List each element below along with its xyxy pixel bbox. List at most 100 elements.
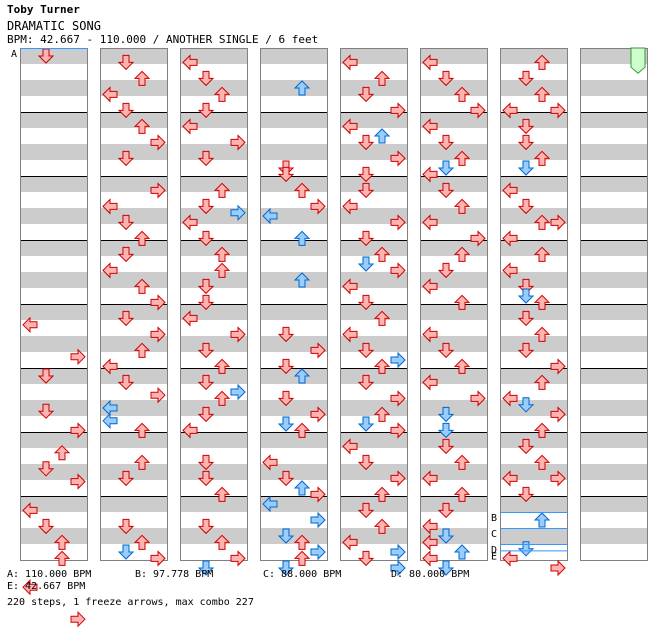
note-arrow-left	[422, 518, 438, 535]
note-arrow-down	[117, 518, 135, 535]
note-arrow-up	[533, 86, 551, 102]
note-arrow-down	[277, 560, 295, 576]
note-arrow-right	[70, 473, 86, 490]
note-arrow-down	[517, 438, 535, 455]
note-arrow-right	[550, 214, 566, 231]
note-arrow-up	[533, 512, 551, 528]
note-arrow-down	[197, 102, 215, 119]
note-arrow-down	[517, 310, 535, 327]
note-arrow-down	[37, 368, 55, 384]
note-arrow-up	[453, 486, 471, 502]
note-arrow-left	[422, 534, 438, 551]
note-arrow-left	[502, 262, 518, 279]
note-arrow-right	[470, 102, 486, 119]
note-arrow-down	[197, 470, 215, 487]
note-arrow-up	[213, 182, 231, 198]
note-arrow-up	[533, 422, 551, 438]
note-arrow-down	[37, 518, 55, 535]
note-arrow-left	[422, 118, 438, 135]
note-arrow-down	[517, 70, 535, 87]
note-arrow-left	[422, 326, 438, 343]
note-arrow-down	[117, 470, 135, 487]
note-arrow-down	[357, 502, 375, 519]
note-arrow-left	[102, 412, 118, 430]
note-arrow-up	[533, 246, 551, 262]
note-arrow-up	[373, 70, 391, 86]
note-arrow-down	[277, 416, 295, 432]
note-arrow-left	[422, 54, 438, 71]
note-arrow-down	[437, 70, 455, 87]
note-arrow-right	[310, 486, 326, 503]
note-arrow-left	[342, 278, 358, 295]
note-arrow-down	[277, 358, 295, 375]
note-arrow-left	[262, 495, 278, 513]
note-arrow-down	[437, 502, 455, 519]
note-arrow-up	[133, 70, 151, 86]
bpm-change-label: A	[11, 49, 17, 60]
bpm-change-label: B	[491, 513, 497, 524]
note-arrow-down	[357, 230, 375, 247]
note-arrow-up	[213, 246, 231, 262]
note-arrow-right	[310, 342, 326, 359]
note-arrow-right	[70, 348, 86, 366]
note-arrow-right	[310, 511, 326, 529]
note-arrow-down	[197, 198, 215, 215]
note-arrow-down	[357, 454, 375, 471]
note-arrow-down	[517, 160, 535, 176]
note-arrow-right	[150, 550, 166, 567]
note-arrow-up	[213, 486, 231, 502]
note-arrow-left	[502, 182, 518, 199]
note-arrow-right	[230, 204, 246, 222]
note-arrow-up	[53, 534, 71, 550]
note-arrow-left	[342, 198, 358, 215]
note-arrow-up	[373, 518, 391, 534]
note-arrow-up	[53, 445, 71, 461]
note-arrow-up	[293, 534, 311, 550]
note-arrow-left	[182, 214, 198, 231]
note-arrow-up	[453, 544, 471, 560]
note-arrow-left	[182, 54, 198, 71]
note-arrow-down	[357, 182, 375, 199]
note-arrow-down	[37, 403, 55, 419]
note-arrow-up	[213, 262, 231, 278]
note-arrow-down	[117, 246, 135, 263]
note-arrow-down	[197, 518, 215, 535]
note-arrow-down	[437, 342, 455, 359]
note-arrow-left	[502, 390, 518, 407]
note-arrow-up	[453, 150, 471, 166]
note-arrow-up	[293, 550, 311, 566]
note-arrow-right	[390, 150, 406, 167]
note-arrow-down	[357, 550, 375, 567]
bpm-change-label: E	[491, 551, 497, 562]
note-arrow-right	[390, 559, 406, 577]
note-arrow-up	[293, 272, 311, 288]
note-arrow-left	[422, 278, 438, 295]
bpm-legend-c: C: 88.000 BPM	[263, 569, 342, 580]
note-arrow-down	[197, 454, 215, 471]
note-arrow-up	[133, 230, 151, 246]
note-arrow-down	[517, 342, 535, 359]
note-arrow-left	[102, 262, 118, 279]
note-arrow-up	[293, 230, 311, 246]
note-arrow-left	[182, 118, 198, 135]
note-arrow-down	[117, 310, 135, 327]
note-arrow-right	[310, 406, 326, 423]
note-arrow-down	[117, 150, 135, 167]
note-arrow-right	[150, 386, 166, 404]
note-arrow-down	[117, 214, 135, 231]
note-arrow-up	[533, 294, 551, 310]
note-arrow-down	[37, 461, 55, 477]
note-arrow-down	[117, 54, 135, 71]
bpm-legend-b: B: 97.778 BPM	[135, 569, 214, 580]
note-arrow-up	[373, 128, 391, 144]
note-arrow-up	[533, 374, 551, 390]
note-arrow-right	[390, 351, 406, 369]
note-arrow-right	[390, 470, 406, 487]
note-arrow-down	[197, 342, 215, 359]
artist-name: Toby Turner	[7, 3, 80, 16]
note-arrow-right	[470, 230, 486, 247]
note-arrow-left	[22, 502, 38, 519]
song-title: DRAMATIC SONG	[7, 19, 101, 33]
note-arrow-up	[533, 54, 551, 70]
